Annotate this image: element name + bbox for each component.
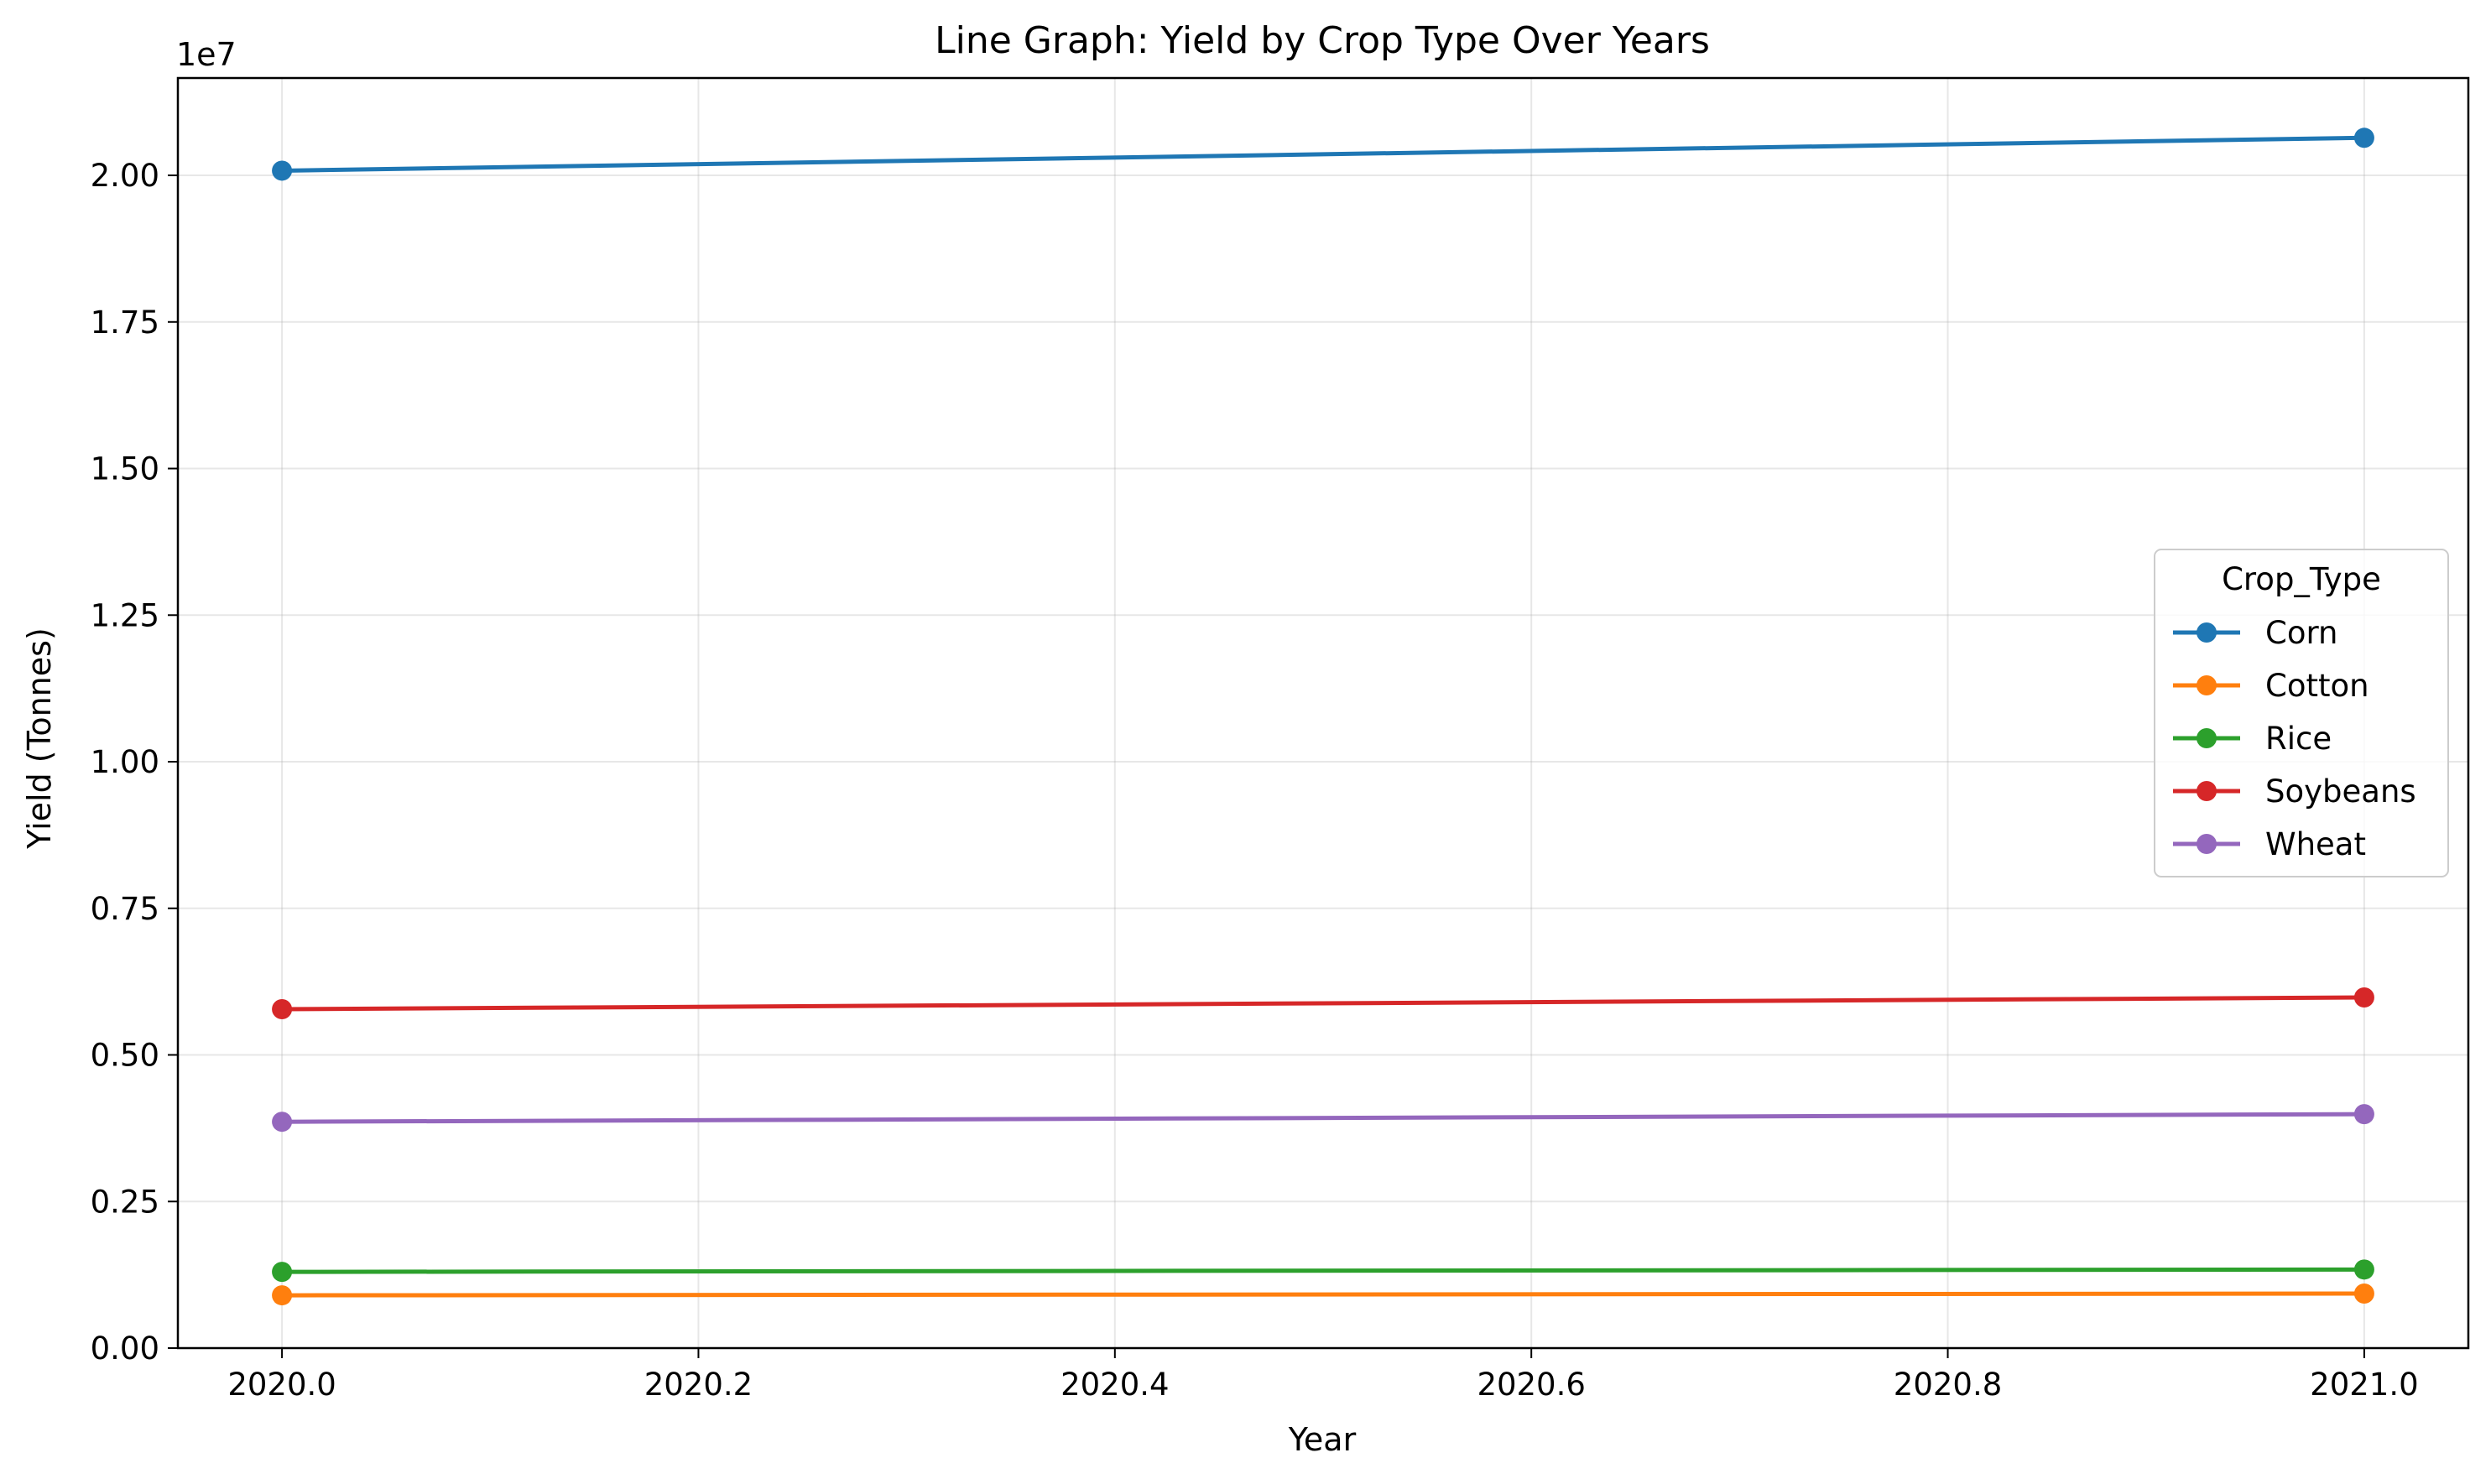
- x-tick-label: 2021.0: [2310, 1367, 2418, 1403]
- legend-swatch-marker: [2197, 675, 2217, 695]
- y-tick-label: 1.75: [91, 305, 159, 341]
- series-line-cotton: [282, 1291, 2364, 1298]
- legend-item-wheat: Wheat: [2173, 826, 2366, 862]
- legend-label: Wheat: [2265, 826, 2366, 862]
- series-wheat: [272, 1104, 2374, 1133]
- y-axis-offset-label: 1e7: [176, 36, 237, 73]
- y-tick-label: 0.75: [91, 891, 159, 927]
- legend-swatch-marker: [2197, 728, 2217, 748]
- legend-label: Corn: [2265, 615, 2337, 651]
- legend-swatch-marker: [2197, 781, 2217, 801]
- legend-swatch-marker: [2197, 834, 2217, 854]
- data-point-cotton: [272, 1285, 293, 1306]
- data-point-soybeans: [2353, 987, 2374, 1008]
- legend-title: Crop_Type: [2222, 561, 2381, 597]
- series-soybeans: [272, 987, 2374, 1019]
- series-line-rice: [282, 1267, 2364, 1274]
- legend-swatch-marker: [2197, 622, 2217, 643]
- y-tick-label: 1.50: [91, 451, 159, 487]
- data-point-wheat: [272, 1112, 293, 1133]
- legend-item-cotton: Cotton: [2173, 668, 2369, 704]
- x-tick-label: 2020.6: [1477, 1367, 1585, 1403]
- data-point-rice: [272, 1262, 293, 1283]
- legend-item-rice: Rice: [2173, 721, 2332, 757]
- series-line-soybeans: [282, 995, 2364, 1012]
- series-corn: [272, 128, 2374, 181]
- series-rice: [272, 1259, 2374, 1283]
- x-tick-label: 2020.8: [1894, 1367, 2002, 1403]
- data-point-corn: [272, 160, 293, 181]
- series-line-corn: [282, 135, 2364, 173]
- legend-label: Rice: [2265, 721, 2332, 757]
- series-lines: [272, 128, 2374, 1306]
- legend-item-soybeans: Soybeans: [2173, 773, 2416, 810]
- y-axis-ticks: 0.00 0.25 0.50 0.75 1.00 1.25 1.50 1.75 2.00: [91, 158, 178, 1367]
- x-axis-label: Year: [1288, 1421, 1357, 1458]
- y-tick-label: 0.25: [91, 1184, 159, 1220]
- legend-label: Cotton: [2265, 668, 2369, 704]
- plot-area-frame: [176, 76, 2470, 1350]
- data-point-wheat: [2353, 1104, 2374, 1125]
- data-point-cotton: [2353, 1283, 2374, 1304]
- legend: Crop_Type Corn Cotton Rice Soybeans Wheat: [2154, 549, 2449, 877]
- y-tick-label: 0.50: [91, 1038, 159, 1074]
- legend-item-corn: Corn: [2173, 615, 2337, 651]
- y-tick-label: 1.25: [91, 597, 159, 633]
- x-tick-label: 2020.4: [1060, 1367, 1169, 1403]
- series-cotton: [272, 1283, 2374, 1306]
- y-tick-label: 0.00: [91, 1330, 159, 1367]
- data-point-corn: [2353, 128, 2374, 148]
- y-tick-label: 2.00: [91, 158, 159, 194]
- x-tick-label: 2020.2: [644, 1367, 753, 1403]
- y-tick-label: 1.00: [91, 744, 159, 780]
- y-axis-label: Yield (Tonnes): [21, 627, 58, 850]
- legend-label: Soybeans: [2265, 773, 2416, 810]
- data-point-rice: [2353, 1259, 2374, 1280]
- x-tick-label: 2020.0: [227, 1367, 336, 1403]
- chart-title: Line Graph: Yield by Crop Type Over Year…: [935, 19, 1710, 62]
- data-point-soybeans: [272, 998, 293, 1019]
- x-axis-ticks: 2020.0 2020.2 2020.4 2020.6 2020.8 2021.0: [227, 1348, 2419, 1403]
- series-line-wheat: [282, 1112, 2364, 1124]
